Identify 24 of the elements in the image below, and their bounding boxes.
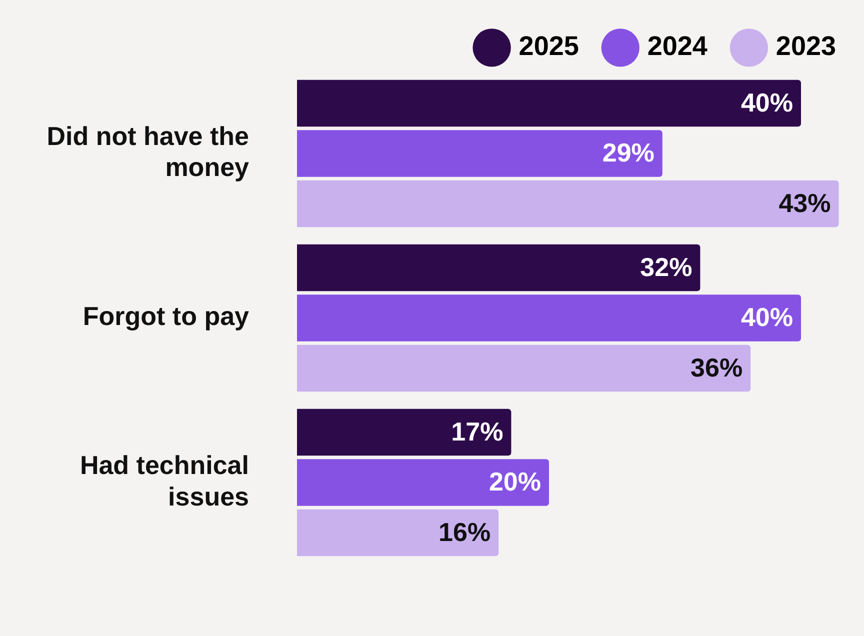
bar [297,509,499,556]
legend-label: 2024 [647,31,708,62]
data-label: 40% [740,302,793,332]
bar [297,459,549,506]
data-label: 43% [778,188,831,218]
y-tick-label: Did not have the money [46,121,250,182]
bar [297,180,839,228]
bar [297,344,751,392]
bar [297,244,700,292]
data-label: 29% [602,138,654,168]
bar [297,130,662,177]
bar [297,408,512,456]
y-tick-label: Had technical issues [80,450,249,512]
bar [297,80,801,127]
data-label: 17% [451,416,504,446]
data-label: 36% [690,352,743,382]
data-label: 20% [488,466,541,497]
legend-label: 2025 [518,31,579,62]
legend-label: 2023 [776,31,836,62]
data-label: 16% [438,516,491,547]
y-tick-label: Forgot to pay [82,301,250,332]
data-label: 40% [740,87,793,118]
bar [297,294,801,342]
data-label: 32% [640,252,692,282]
